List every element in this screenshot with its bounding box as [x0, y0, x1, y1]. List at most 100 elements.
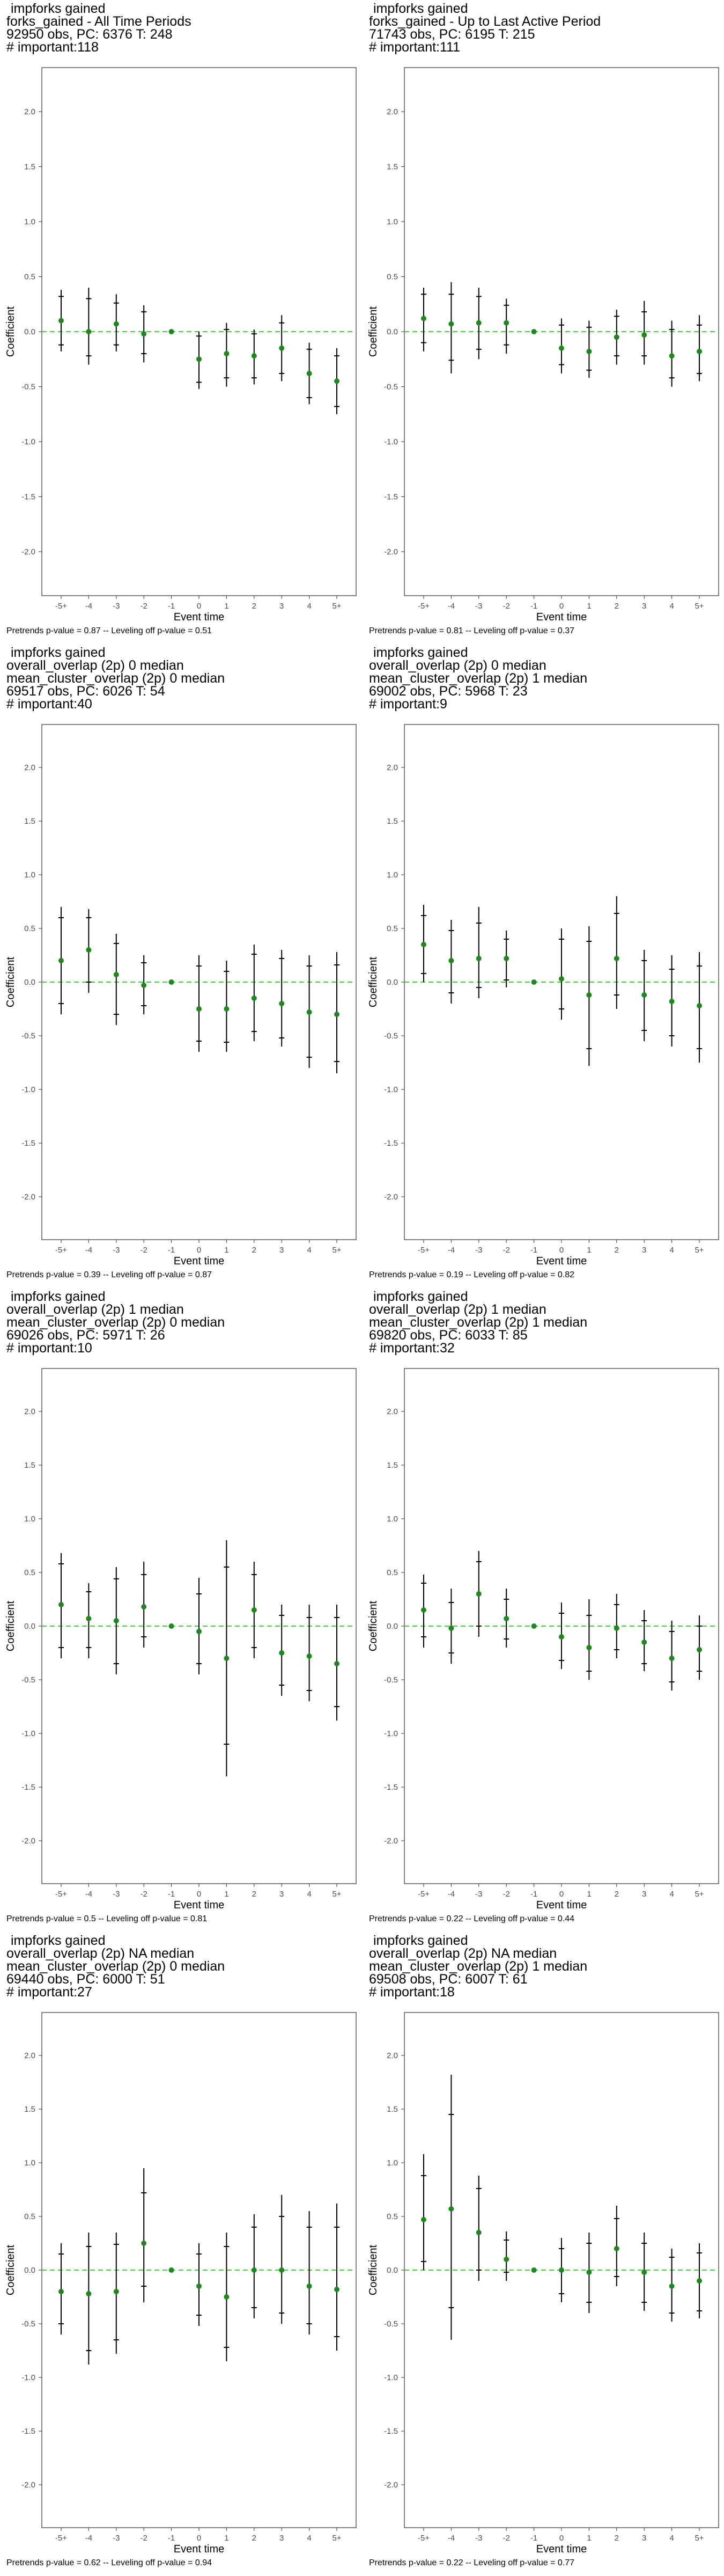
coefficient-point — [420, 316, 426, 321]
y-tick-label: -1.0 — [21, 1085, 35, 1094]
chart-title-line: # important:32 — [369, 1341, 455, 1356]
x-tick-label: 0 — [197, 1890, 201, 1899]
chart-title-line: impforks gained — [11, 1, 105, 16]
y-tick-label: 0.0 — [24, 327, 35, 336]
y-tick-label: 0.0 — [24, 2266, 35, 2275]
chart-title-line: overall_overlap (2p) 0 median — [369, 658, 546, 673]
y-tick-label: 2.0 — [387, 107, 398, 116]
x-tick-label: 5+ — [332, 602, 341, 611]
coefficient-point — [306, 370, 312, 376]
coefficient-point — [531, 1623, 537, 1629]
coefficient-point — [614, 2246, 619, 2251]
chart-title-line: impforks gained — [11, 645, 105, 660]
y-tick-label: 0.5 — [387, 273, 398, 282]
coefficient-point — [669, 999, 675, 1004]
coefficient-point — [586, 348, 592, 354]
y-tick-label: 0.5 — [24, 924, 35, 933]
coefficient-point — [251, 353, 257, 359]
chart-title-line: # important:111 — [369, 40, 460, 55]
x-tick-label: -3 — [475, 602, 482, 611]
y-tick-label: 1.5 — [387, 817, 398, 826]
chart-title-line: # important:40 — [6, 697, 92, 712]
x-tick-label: 1 — [587, 602, 591, 611]
x-tick-label: 4 — [669, 2534, 674, 2543]
y-tick-label: 1.0 — [24, 1514, 35, 1524]
x-tick-label: 1 — [224, 1246, 228, 1255]
x-axis-title: Event time — [174, 1899, 224, 1911]
chart-title-line: 69440 obs, PC: 6000 T: 51 — [6, 1972, 165, 1987]
x-axis-title: Event time — [536, 1899, 587, 1911]
x-tick-label: -1 — [168, 602, 175, 611]
y-tick-label: 2.0 — [24, 763, 35, 772]
chart-title-line: 69002 obs, PC: 5968 T: 23 — [369, 684, 528, 699]
coefficient-point — [641, 992, 647, 998]
x-axis-title: Event time — [174, 611, 224, 623]
x-tick-label: 1 — [224, 2534, 228, 2543]
chart-title-line: impforks gained — [373, 645, 468, 660]
y-tick-label: 0.0 — [387, 2266, 398, 2275]
y-axis-title: Coefficient — [5, 306, 17, 357]
x-tick-label: 2 — [615, 602, 619, 611]
coefficient-point — [641, 1640, 647, 1645]
x-tick-label: 5+ — [695, 1890, 704, 1899]
x-tick-label: -4 — [448, 2534, 455, 2543]
x-tick-label: -5+ — [55, 602, 67, 611]
x-tick-label: -1 — [530, 2534, 537, 2543]
x-tick-label: 3 — [279, 2534, 284, 2543]
chart-title-line: 92950 obs, PC: 6376 T: 248 — [6, 27, 173, 42]
x-tick-label: -2 — [141, 1246, 147, 1255]
coefficient-point — [224, 351, 230, 356]
x-tick-label: -2 — [503, 2534, 510, 2543]
x-tick-label: -3 — [113, 1246, 120, 1255]
chart-title-line: overall_overlap (2p) 1 median — [6, 1302, 184, 1317]
coefficient-point — [113, 321, 119, 327]
coefficient-point — [586, 1645, 592, 1650]
coefficient-point — [476, 320, 482, 326]
coefficient-point — [476, 1591, 482, 1597]
y-tick-label: 2.0 — [387, 2051, 398, 2060]
coefficient-point — [141, 2241, 147, 2246]
chart-title-line: mean_cluster_overlap (2p) 1 median — [369, 1315, 587, 1330]
coefficient-point — [669, 353, 675, 359]
coefficient-point — [168, 329, 174, 334]
y-tick-label: -1.5 — [21, 493, 35, 502]
y-tick-label: 1.0 — [24, 217, 35, 226]
x-tick-label: -2 — [141, 2534, 147, 2543]
x-tick-label: 3 — [279, 602, 284, 611]
x-tick-label: -1 — [530, 1890, 537, 1899]
coefficient-point — [586, 992, 592, 998]
coefficient-point — [559, 2267, 564, 2273]
y-tick-label: -0.5 — [21, 1675, 35, 1685]
x-tick-label: 1 — [587, 2534, 591, 2543]
coefficient-point — [334, 1012, 340, 1017]
coefficient-point — [168, 979, 174, 985]
x-tick-label: -3 — [475, 2534, 482, 2543]
chart-title-line: overall_overlap (2p) NA median — [6, 1946, 194, 1961]
x-tick-label: 0 — [197, 602, 201, 611]
chart-title-line: 69517 obs, PC: 6026 T: 54 — [6, 684, 165, 699]
x-tick-label: 4 — [669, 1890, 674, 1899]
x-tick-label: 0 — [197, 2534, 201, 2543]
coefficient-point — [168, 1623, 174, 1629]
chart-title-line: 69026 obs, PC: 5971 T: 26 — [6, 1328, 165, 1343]
y-tick-label: 0.0 — [24, 1622, 35, 1631]
x-tick-label: 2 — [615, 1246, 619, 1255]
y-tick-label: -1.5 — [21, 1783, 35, 1792]
coefficient-point — [279, 345, 285, 351]
y-tick-label: 0.0 — [387, 1622, 398, 1631]
y-tick-label: 2.0 — [387, 763, 398, 772]
y-tick-label: -0.5 — [21, 383, 35, 392]
coefficient-point — [531, 2267, 537, 2273]
y-tick-label: -1.5 — [21, 2427, 35, 2436]
x-tick-label: -1 — [168, 2534, 175, 2543]
x-tick-label: -2 — [141, 602, 147, 611]
x-tick-label: -4 — [85, 2534, 92, 2543]
pvalue-footnote: Pretrends p-value = 0.39 -- Leveling off… — [6, 1270, 212, 1279]
chart-title-line: impforks gained — [373, 1933, 468, 1948]
coefficient-point — [334, 1661, 340, 1666]
pvalue-footnote: Pretrends p-value = 0.5 -- Leveling off … — [6, 1914, 207, 1923]
